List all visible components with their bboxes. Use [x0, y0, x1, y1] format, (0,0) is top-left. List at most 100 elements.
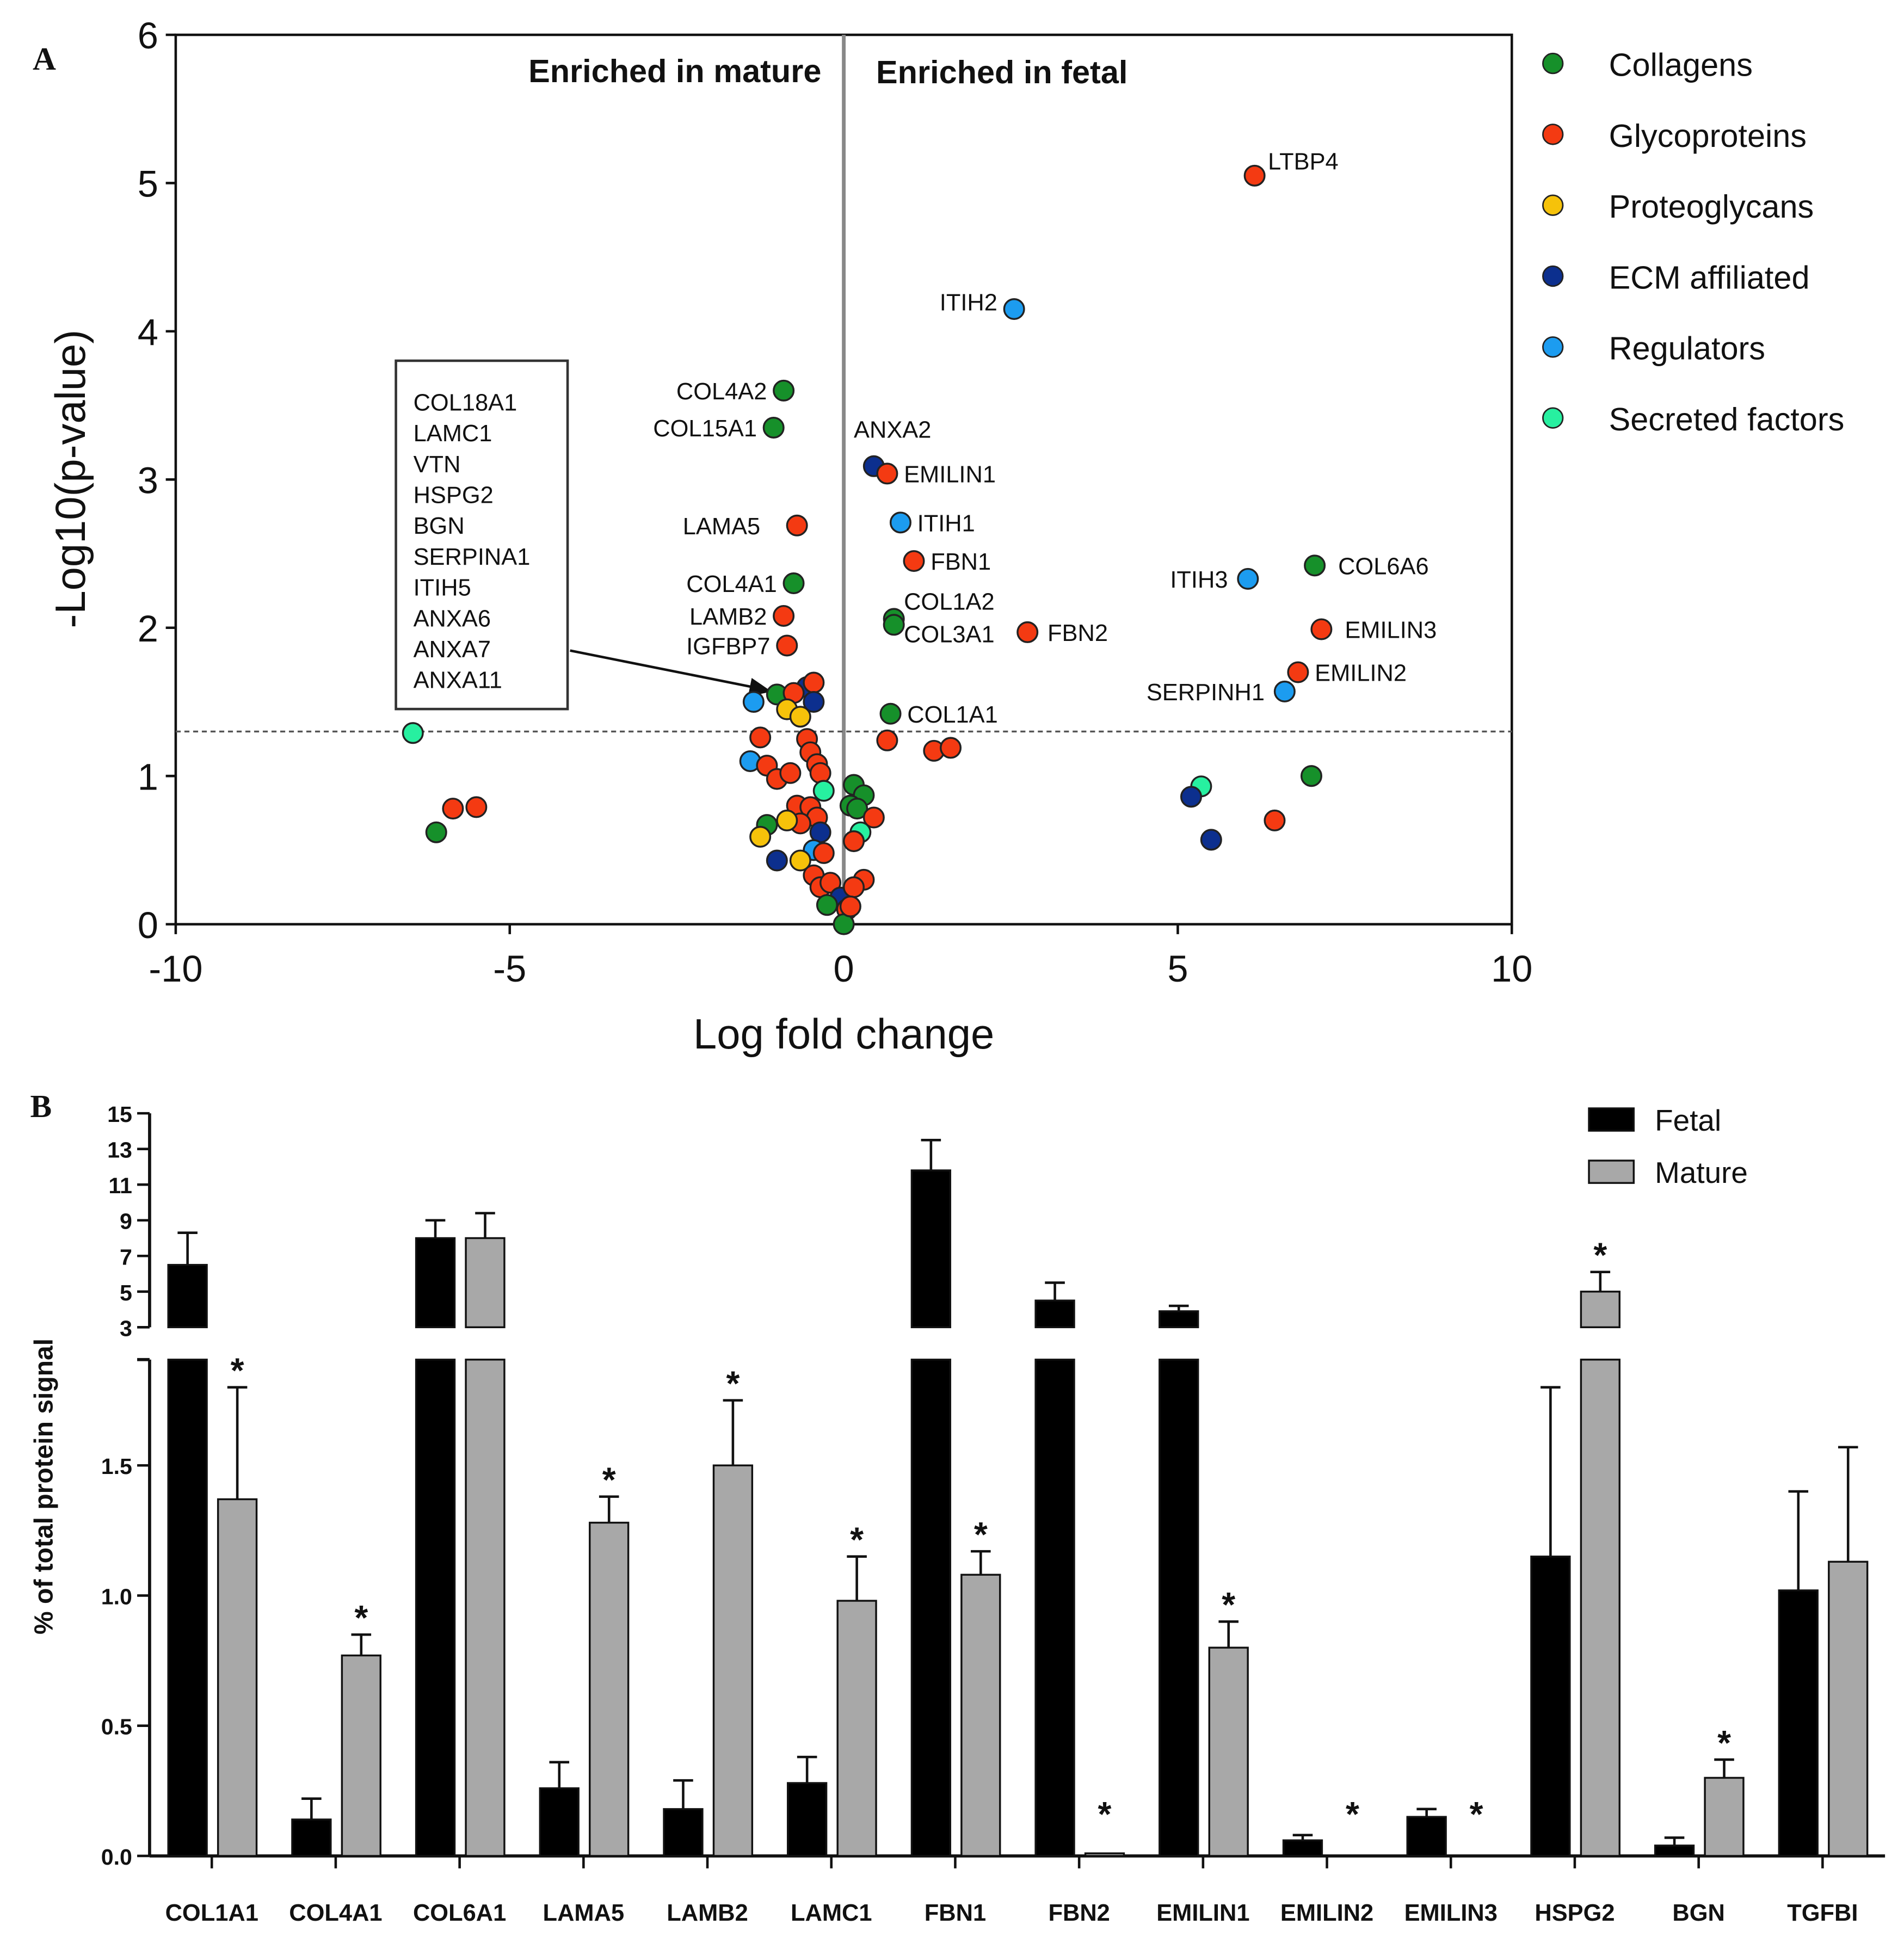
data-point: [762, 416, 785, 439]
data-point: [903, 550, 925, 572]
data-point: [465, 796, 488, 818]
volcano-plot: -10 -5 0 5 10 0 1 2 3 4 5 6 Log fold change -Log10(p-…: [47, 15, 1844, 1058]
data-point: [1304, 554, 1326, 577]
data-point: [812, 842, 835, 864]
point-label: EMILIN2: [1315, 660, 1407, 686]
category-label: COL1A1: [165, 1900, 258, 1926]
data-point: [846, 798, 868, 820]
bar-fetal: [539, 1787, 580, 1857]
category-label: LAMA5: [543, 1900, 625, 1926]
data-point: [773, 379, 795, 402]
bar-fetal: [1159, 1359, 1199, 1857]
box-protein-label: SERPINA1: [414, 544, 531, 570]
y-tick-label: 11: [108, 1173, 132, 1198]
significance-star: *: [726, 1364, 740, 1403]
point-label: ITIH1: [917, 510, 975, 536]
data-point: [1243, 164, 1266, 187]
y-tick-label: 1.5: [101, 1454, 132, 1479]
axis-break-gap: [153, 1328, 1889, 1359]
point-label: LTBP4: [1268, 149, 1339, 175]
y-tick-label: 1.0: [101, 1584, 132, 1609]
bar-mature: [712, 1464, 754, 1857]
point-label: LAMA5: [683, 514, 760, 540]
data-point: [442, 798, 464, 820]
y-tick-label: 0: [138, 904, 158, 946]
bar-fetal: [1406, 1816, 1447, 1857]
point-label: COL6A6: [1338, 553, 1429, 579]
x-axis-label: Log fold change: [693, 1011, 994, 1058]
legend-swatch: [1588, 1107, 1635, 1132]
bar-fetal: [1282, 1839, 1323, 1857]
panel-label-a: A: [33, 41, 56, 77]
point-label: SERPINH1: [1147, 680, 1265, 706]
x-tick-label: 5: [1167, 948, 1188, 990]
y-tick-label: 2: [138, 608, 158, 650]
x-tick-label: 10: [1491, 948, 1532, 990]
region-label-mature: Enriched in mature: [528, 53, 821, 89]
data-point: [839, 895, 861, 917]
data-point: [425, 821, 447, 843]
x-tick-label: 0: [834, 948, 854, 990]
bar-mature: [1084, 1852, 1125, 1857]
bar-mature: [1208, 1646, 1249, 1857]
point-label: COL1A1: [907, 702, 998, 728]
category-label: COL6A1: [413, 1900, 506, 1926]
data-point: [816, 894, 838, 916]
bar-mature: [1580, 1359, 1620, 1857]
category-label: LAMB2: [667, 1900, 748, 1926]
data-point: [402, 722, 424, 744]
data-point: [876, 462, 898, 485]
category-label: TGFBI: [1787, 1900, 1858, 1926]
significance-star: *: [354, 1598, 368, 1637]
legend-marker: [1542, 265, 1564, 287]
legend-label: Glycoproteins: [1609, 118, 1807, 154]
point-label: COL1A2: [904, 589, 995, 615]
bar-mature: [465, 1359, 506, 1857]
box-protein-label: LAMC1: [414, 421, 492, 447]
bar-fetal: [167, 1359, 208, 1857]
data-point: [803, 671, 825, 694]
significance-star: *: [1470, 1794, 1483, 1834]
bar-fetal: [1654, 1845, 1695, 1857]
bar-mature: [836, 1600, 877, 1857]
category-label: EMILIN3: [1404, 1900, 1498, 1926]
data-point: [1200, 829, 1222, 851]
point-label: EMILIN3: [1345, 617, 1437, 643]
data-point: [803, 690, 825, 713]
bar-fetal-upper: [415, 1237, 456, 1329]
bar-fetal: [1778, 1589, 1819, 1857]
category-label: EMILIN2: [1280, 1900, 1373, 1926]
data-point: [773, 605, 795, 627]
point-label: ITIH2: [940, 289, 997, 316]
category-label: BGN: [1672, 1900, 1725, 1926]
category-label: COL4A1: [289, 1900, 382, 1926]
data-point: [782, 572, 805, 595]
bar-fetal-upper: [167, 1263, 208, 1329]
legend-label: Mature: [1655, 1156, 1748, 1189]
point-label: COL3A1: [904, 622, 995, 648]
point-label: COL15A1: [653, 416, 757, 442]
bar-fetal: [1034, 1359, 1075, 1857]
point-label: COL4A2: [676, 379, 767, 405]
y-tick-label: 5: [120, 1280, 132, 1305]
box-protein-label: ANXA7: [414, 637, 491, 663]
legend-swatch: [1588, 1159, 1635, 1184]
data-point: [812, 780, 835, 802]
data-point: [776, 809, 798, 831]
category-label: FBN1: [925, 1900, 986, 1926]
data-point: [843, 830, 865, 853]
data-point: [1310, 618, 1333, 640]
significance-star: *: [1717, 1723, 1731, 1762]
bar-mature-upper: [1580, 1291, 1620, 1329]
y-tick-label: 4: [138, 311, 158, 353]
panel-label-b: B: [30, 1088, 52, 1124]
bar-mature: [1828, 1560, 1869, 1857]
bar-mature: [589, 1521, 630, 1857]
data-point: [809, 762, 831, 784]
bar-chart: 3 5 7 9 11 13 15 0.0 0.5 1.0 1.5 % of total protein…: [30, 1102, 1889, 1926]
x-tick-label: -5: [493, 948, 526, 990]
point-label: LAMB2: [689, 604, 767, 630]
box-protein-label: HSPG2: [414, 483, 494, 509]
x-tick-label: -10: [149, 948, 202, 990]
